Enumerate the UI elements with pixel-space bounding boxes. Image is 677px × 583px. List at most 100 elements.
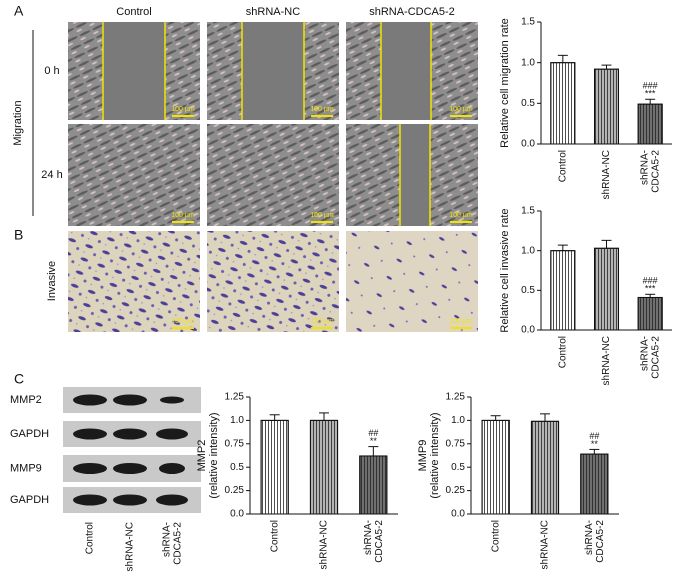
bar-hatch <box>580 453 609 515</box>
micrograph <box>207 124 339 226</box>
x-tick-label: shRNA-NC <box>601 336 612 385</box>
y-axis-label: MMP2(relative intensity) <box>196 412 220 498</box>
y-tick-label: 0.0 <box>230 509 244 520</box>
wound-gap <box>381 22 431 120</box>
blot-band <box>156 428 188 440</box>
x-tick-label: Control <box>557 336 568 368</box>
blot-lane-label: shRNA-CDCA5-2 <box>161 522 183 565</box>
x-tick-label: shRNA-NC <box>601 150 612 199</box>
significance: ## <box>589 431 599 441</box>
bar-hatch <box>359 455 388 515</box>
y-tick-label: 1.5 <box>521 206 535 217</box>
blot-band <box>160 396 184 404</box>
x-tick-label: shRNA-CDCA5-2 <box>362 520 384 563</box>
blot-label: GAPDH <box>10 494 49 506</box>
column-label: Control <box>116 6 151 18</box>
transwell-image <box>68 231 200 332</box>
significance: ## <box>368 428 378 438</box>
blot-band <box>113 394 147 406</box>
y-tick-label: 1.25 <box>225 392 245 403</box>
x-tick-label: shRNA-CDCA5-2 <box>639 150 661 193</box>
blot-label: MMP2 <box>10 394 42 406</box>
significance: *** <box>645 284 656 294</box>
x-tick-label: shRNA-NC <box>540 520 551 569</box>
blot-label: GAPDH <box>10 428 49 440</box>
blot-lane-label: shRNA-NC <box>125 522 136 571</box>
y-tick-label: 0.0 <box>521 139 535 150</box>
y-tick-label: 1.25 <box>446 392 466 403</box>
x-tick-label: Control <box>557 150 568 182</box>
significance: ### <box>643 276 658 286</box>
blot-label: MMP9 <box>10 462 42 474</box>
invasive-label: Invasive <box>46 261 58 301</box>
significance: ** <box>370 436 378 446</box>
blot-band <box>73 394 107 406</box>
significance: *** <box>645 89 656 99</box>
y-tick-label: 0.5 <box>521 98 535 109</box>
blot-band <box>159 463 185 474</box>
blot-lane-label: Control <box>85 522 96 554</box>
blot-band <box>73 463 107 474</box>
row-label: 24 h <box>41 169 62 181</box>
scale-bar-label: 100 µm <box>449 106 473 113</box>
scale-bar-label: 100 µm <box>449 212 473 219</box>
migration-label: Migration <box>12 100 24 145</box>
scale-bar-label: 100 µm <box>310 318 334 325</box>
bar-hatch <box>530 420 560 515</box>
y-tick-label: 0.5 <box>521 285 535 296</box>
column-label: shRNA-CDCA5-2 <box>369 6 455 18</box>
y-axis-label: Relative cell invasive rate <box>499 208 511 332</box>
significance: ** <box>591 439 599 449</box>
y-axis-label: Relative cell migration rate <box>499 18 511 148</box>
x-tick-label: shRNA-CDCA5-2 <box>639 336 661 379</box>
y-tick-label: 0.5 <box>230 462 244 473</box>
row-label: 0 h <box>44 65 59 77</box>
y-tick-label: 1.5 <box>521 17 535 28</box>
bar-hatch <box>309 419 339 515</box>
x-tick-label: Control <box>269 520 280 552</box>
y-tick-label: 1.0 <box>521 57 535 68</box>
y-tick-label: 0.0 <box>451 509 465 520</box>
panel-label: C <box>14 371 24 387</box>
y-tick-label: 0.5 <box>451 462 465 473</box>
y-tick-label: 0.25 <box>446 485 466 496</box>
wound-gap <box>400 124 430 226</box>
x-tick-label: shRNA-CDCA5-2 <box>583 520 605 563</box>
blot-band <box>113 428 147 440</box>
blot-band <box>73 428 107 440</box>
bar-hatch <box>260 419 289 515</box>
y-tick-label: 0.25 <box>225 485 245 496</box>
y-tick-label: 1.0 <box>451 415 465 426</box>
blot-band <box>73 494 107 506</box>
scale-bar-label: 100 µm <box>171 212 195 219</box>
panel-label: A <box>14 3 24 19</box>
wound-gap <box>103 22 165 120</box>
y-tick-label: 0.75 <box>225 438 245 449</box>
transwell-image <box>346 231 478 332</box>
bar-hatch <box>481 419 510 515</box>
y-tick-label: 0.75 <box>446 438 466 449</box>
wound-gap <box>242 22 304 120</box>
y-tick-label: 1.0 <box>521 245 535 256</box>
transwell-image <box>207 231 339 332</box>
scale-bar-label: 100 µm <box>310 212 334 219</box>
y-tick-label: 1.0 <box>230 415 244 426</box>
blot-band <box>113 463 147 474</box>
bar-hatch <box>593 247 620 331</box>
panel-label: B <box>14 227 23 243</box>
scale-bar-label: 100 µm <box>310 106 334 113</box>
y-tick-label: 0.0 <box>521 325 535 336</box>
column-label: shRNA-NC <box>246 6 300 18</box>
bar-hatch <box>550 62 576 145</box>
significance: ### <box>643 81 658 91</box>
bar-hatch <box>593 68 620 145</box>
blot-band <box>156 494 188 506</box>
y-axis-label: MMP9(relative intensity) <box>417 412 441 498</box>
bar-hatch <box>550 250 576 331</box>
scale-bar-label: 100 µm <box>449 318 473 325</box>
micrograph <box>68 124 200 226</box>
bar-hatch <box>637 296 663 331</box>
blot-band <box>113 494 147 506</box>
bar-hatch <box>637 103 663 145</box>
